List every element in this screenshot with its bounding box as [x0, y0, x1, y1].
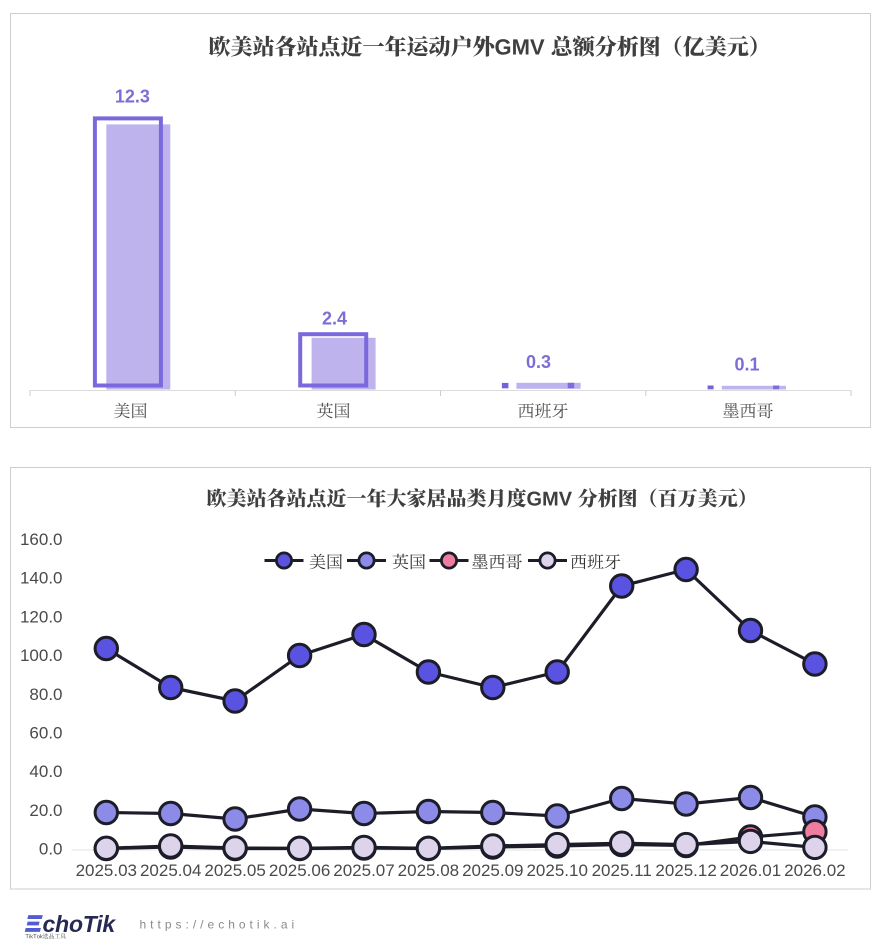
svg-text:2026.01: 2026.01	[720, 861, 781, 880]
svg-text:2025.04: 2025.04	[140, 861, 201, 880]
svg-text:choTik: choTik	[43, 911, 117, 937]
svg-text:20.0: 20.0	[29, 801, 62, 820]
svg-text:60.0: 60.0	[29, 724, 62, 743]
svg-text:160.0: 160.0	[20, 530, 63, 549]
svg-text:0.3: 0.3	[526, 352, 551, 372]
svg-text:12.3: 12.3	[115, 87, 150, 107]
svg-text:40.0: 40.0	[29, 762, 62, 781]
svg-text:https://echotik.ai: https://echotik.ai	[140, 918, 299, 932]
svg-text:2025.05: 2025.05	[204, 861, 265, 880]
svg-text:2025.07: 2025.07	[333, 861, 394, 880]
svg-text:80.0: 80.0	[29, 685, 62, 704]
svg-text:2025.12: 2025.12	[655, 861, 716, 880]
svg-text:2025.10: 2025.10	[526, 861, 587, 880]
svg-text:0.1: 0.1	[734, 355, 759, 375]
svg-text:0.0: 0.0	[39, 840, 63, 859]
svg-text:140.0: 140.0	[20, 569, 63, 588]
svg-text:2026.02: 2026.02	[784, 861, 845, 880]
svg-text:2025.08: 2025.08	[398, 861, 459, 880]
svg-text:2025.11: 2025.11	[592, 861, 652, 880]
svg-text:2.4: 2.4	[322, 309, 347, 329]
svg-text:2025.03: 2025.03	[76, 861, 137, 880]
svg-text:2025.06: 2025.06	[269, 861, 330, 880]
svg-text:2025.09: 2025.09	[462, 861, 523, 880]
svg-text:120.0: 120.0	[20, 607, 63, 626]
svg-text:100.0: 100.0	[20, 646, 63, 665]
